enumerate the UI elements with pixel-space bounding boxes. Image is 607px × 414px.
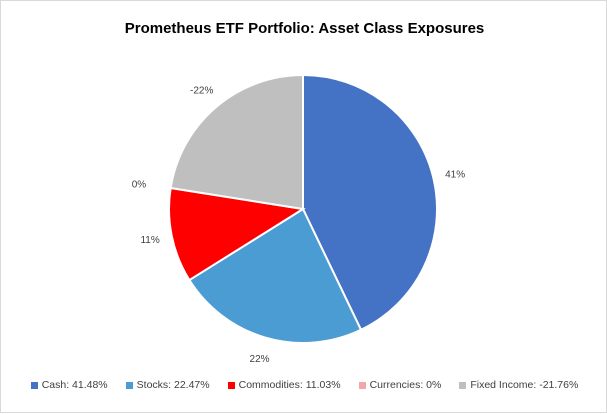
pie-slice-fixed-income <box>169 73 304 211</box>
legend-swatch <box>30 381 38 389</box>
pie-slice-commodities <box>168 186 306 282</box>
chart-title: Prometheus ETF Portfolio: Asset Class Ex… <box>124 20 485 37</box>
legend-label: Fixed Income: -21.76% <box>470 379 579 391</box>
legend-swatch <box>358 381 366 389</box>
legend-label: Cash: 41.48% <box>41 379 108 391</box>
legend-item-stocks: Stocks: 22.47% <box>125 379 210 391</box>
data-label-cash: 41% <box>445 169 465 180</box>
legend-swatch <box>227 381 235 389</box>
legend: Cash: 41.48% Stocks: 22.47% Commodities: 1… <box>1 379 607 391</box>
legend-label: Stocks: 22.47% <box>136 379 210 391</box>
data-label-fixed-income: -22% <box>190 85 213 96</box>
legend-swatch <box>459 381 467 389</box>
legend-item-currencies: Currencies: 0% <box>358 379 442 391</box>
pie-slice-cash <box>302 73 438 332</box>
data-label-currencies: 0% <box>132 180 147 191</box>
legend-swatch <box>125 381 133 389</box>
data-label-commodities: 11% <box>140 235 159 246</box>
legend-item-cash: Cash: 41.48% <box>30 379 108 391</box>
legend-item-commodities: Commodities: 11.03% <box>227 379 341 391</box>
legend-item-fixed-income: Fixed Income: -21.76% <box>459 379 578 391</box>
data-label-stocks: 22% <box>250 354 270 365</box>
pie-slice-stocks <box>188 207 363 344</box>
legend-label: Currencies: 0% <box>369 379 442 391</box>
legend-label: Commodities: 11.03% <box>238 379 341 391</box>
